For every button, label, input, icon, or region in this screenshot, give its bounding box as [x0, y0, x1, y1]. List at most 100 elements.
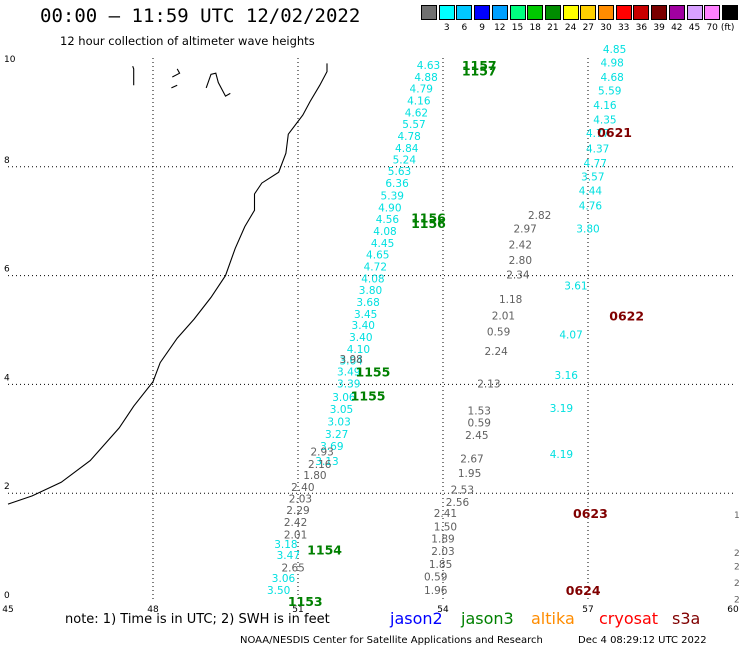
- legend-swatch: [527, 5, 544, 20]
- legend-swatch: [615, 5, 632, 20]
- wave-height-label: 3.16: [555, 370, 579, 382]
- wave-height-label: 4.16: [593, 100, 617, 112]
- wave-height-label: 2.97: [513, 223, 536, 235]
- wave-height-label: 2.34: [506, 270, 530, 282]
- legend-swatch: [598, 5, 614, 20]
- wave-height-label: 4.19: [550, 449, 573, 461]
- wave-height-label: 3.40: [352, 320, 375, 332]
- wave-height-label: 2.03: [431, 546, 454, 558]
- edge-value-label: 2: [734, 563, 740, 573]
- wave-height-label: 3.06: [332, 392, 356, 404]
- island-outline: [132, 66, 135, 86]
- satellite-name: altika: [531, 609, 575, 628]
- wave-height-label: 4.77: [584, 158, 607, 170]
- wave-height-label: 3.27: [325, 429, 348, 441]
- satellite-name: s3a: [672, 609, 701, 628]
- wave-height-label: 3.50: [267, 585, 290, 597]
- wave-height-label: 4.37: [586, 143, 609, 155]
- edge-value-label: 1: [734, 511, 740, 521]
- legend-label: 21: [547, 23, 559, 33]
- wave-height-label: 3.69: [320, 441, 343, 453]
- y-tick-label: 0: [4, 591, 10, 601]
- legend-swatch: [668, 5, 685, 20]
- satellite-name: jason2: [390, 609, 443, 628]
- wave-height-label: 3.68: [356, 297, 379, 309]
- wave-height-label: 4.78: [397, 131, 420, 143]
- wave-height-label: 4.88: [414, 72, 437, 84]
- wave-height-label: 5.39: [381, 191, 404, 203]
- wave-height-label: 5.63: [388, 166, 411, 178]
- wave-height-label: 3.45: [354, 309, 377, 321]
- wave-height-label: 4.44: [579, 185, 603, 197]
- island-outline: [205, 72, 231, 97]
- wave-height-label: 2.56: [446, 497, 470, 509]
- legend-swatch: [544, 5, 561, 20]
- wave-height-label: 2.03: [289, 494, 312, 506]
- pass-time-label: 1155: [356, 364, 391, 379]
- wave-height-label: 2.53: [451, 484, 474, 496]
- wave-height-label: 3.40: [349, 332, 372, 344]
- y-tick-label: 8: [4, 156, 10, 166]
- wave-height-label: 3.05: [330, 404, 353, 416]
- legend-label: 70: [706, 23, 718, 33]
- wave-height-label: 3.18: [274, 539, 297, 551]
- legend-label: 33: [617, 23, 630, 33]
- legend-label: 12: [494, 23, 506, 33]
- legend-unit: (ft): [720, 23, 735, 33]
- legend-label: 42: [671, 23, 683, 33]
- legend-swatch: [474, 5, 491, 20]
- wave-height-label: 4.08: [361, 273, 384, 285]
- pass-time-label: 1157: [462, 58, 497, 73]
- wave-height-label: 4.72: [364, 261, 387, 273]
- wave-height-label: 2.67: [460, 453, 483, 465]
- wave-height-label: 4.10: [347, 344, 370, 356]
- wave-height-label: 3.13: [315, 456, 338, 468]
- pass-time-label: 1157: [462, 64, 497, 79]
- wave-height-label: 6.36: [385, 178, 409, 190]
- legend-swatch: [704, 5, 721, 20]
- wave-height-label: 3.49: [337, 366, 360, 378]
- edge-value-label: 2: [734, 549, 740, 559]
- wave-height-label: 3.39: [337, 378, 360, 390]
- pass-time-label: 0622: [609, 308, 644, 323]
- wave-height-label: 3.61: [564, 280, 587, 292]
- wave-height-label: 3.80: [576, 223, 599, 235]
- wave-height-label: 2.01: [284, 530, 307, 542]
- legend-label: 9: [479, 23, 485, 33]
- pass-time-label: 1153: [288, 594, 323, 609]
- wave-height-label: 1.50: [434, 521, 457, 533]
- pass-time-label: 0621: [597, 125, 632, 140]
- wave-height-label: 4.90: [378, 203, 401, 215]
- legend-swatch: [438, 5, 455, 20]
- pass-time-label: 0624: [566, 583, 601, 598]
- chart-subtitle: 12 hour collection of altimeter wave hei…: [60, 34, 315, 48]
- legend-label: 27: [582, 23, 595, 33]
- generated-timestamp: Dec 4 08:29:12 UTC 2022: [578, 635, 707, 646]
- wave-height-label: 3.80: [359, 285, 382, 297]
- legend-swatch: [580, 5, 597, 20]
- wave-height-label: 2.42: [284, 517, 307, 529]
- legend-label: 36: [635, 23, 648, 33]
- legend-label: 3: [443, 23, 450, 33]
- legend-swatch: [421, 5, 437, 20]
- legend-swatch: [721, 5, 738, 20]
- wave-height-label: 4.07: [559, 329, 582, 341]
- wave-height-label: 2.65: [281, 562, 304, 574]
- wave-height-label: 2.80: [509, 255, 532, 267]
- island-outline: [172, 68, 181, 78]
- legend-label: 24: [564, 23, 577, 33]
- wave-height-label: 4.08: [373, 226, 396, 238]
- legend-swatch: [456, 5, 473, 20]
- wave-height-label: 2.29: [286, 505, 309, 517]
- wave-height-label: 2.24: [484, 346, 508, 358]
- y-tick-label: 4: [4, 373, 10, 383]
- wave-height-label: 3.64: [339, 356, 363, 368]
- wave-height-label: 4.62: [405, 107, 428, 119]
- wave-height-label: 4.56: [376, 214, 400, 226]
- y-tick-label: 6: [4, 265, 10, 275]
- island-outline: [171, 84, 178, 89]
- x-tick-label: 48: [147, 605, 159, 615]
- wave-height-label: 4.65: [366, 249, 389, 261]
- legend-label: 30: [600, 23, 612, 33]
